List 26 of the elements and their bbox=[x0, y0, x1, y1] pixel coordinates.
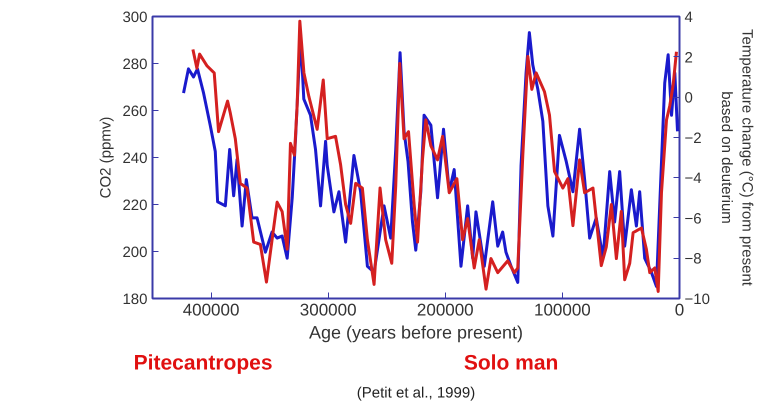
x-tick-label: 300000 bbox=[300, 300, 357, 320]
y2-tick-label: −2 bbox=[684, 130, 702, 147]
y2-tick-label: −4 bbox=[684, 170, 702, 188]
x-tick-label: 200000 bbox=[416, 300, 474, 320]
y-tick-label: 220 bbox=[122, 197, 148, 214]
y-tick-label: 200 bbox=[122, 244, 148, 261]
x-tick-label: 100000 bbox=[534, 300, 591, 320]
y2-tick-label: 0 bbox=[684, 90, 693, 107]
y2-tick-label: −8 bbox=[684, 250, 702, 268]
x-tick-label: 400000 bbox=[182, 300, 240, 320]
y2-tick-label: 2 bbox=[684, 49, 693, 66]
y-axis-title: CO2 (ppmv) bbox=[97, 116, 114, 198]
y2-tick-label: −6 bbox=[684, 210, 702, 228]
y-tick-label: 300 bbox=[122, 9, 148, 26]
text: Solo man bbox=[464, 352, 558, 374]
y-tick-label: 260 bbox=[122, 103, 148, 120]
y2-tick-label: −10 bbox=[684, 291, 710, 308]
text: Pitecantropes bbox=[134, 352, 273, 374]
y-tick-label: 280 bbox=[122, 56, 148, 73]
y-tick-label: 240 bbox=[122, 150, 148, 167]
y2-axis-title: Temperature change (°C) from present based on deuterium bbox=[718, 29, 756, 287]
x-axis-title: Age (years before present) bbox=[308, 322, 524, 342]
x-tick-label: 0 bbox=[674, 300, 684, 320]
y2-tick-label: 4 bbox=[684, 9, 693, 26]
text: (Petit et al., 1999) bbox=[356, 384, 476, 402]
y-tick-label: 180 bbox=[122, 291, 148, 308]
